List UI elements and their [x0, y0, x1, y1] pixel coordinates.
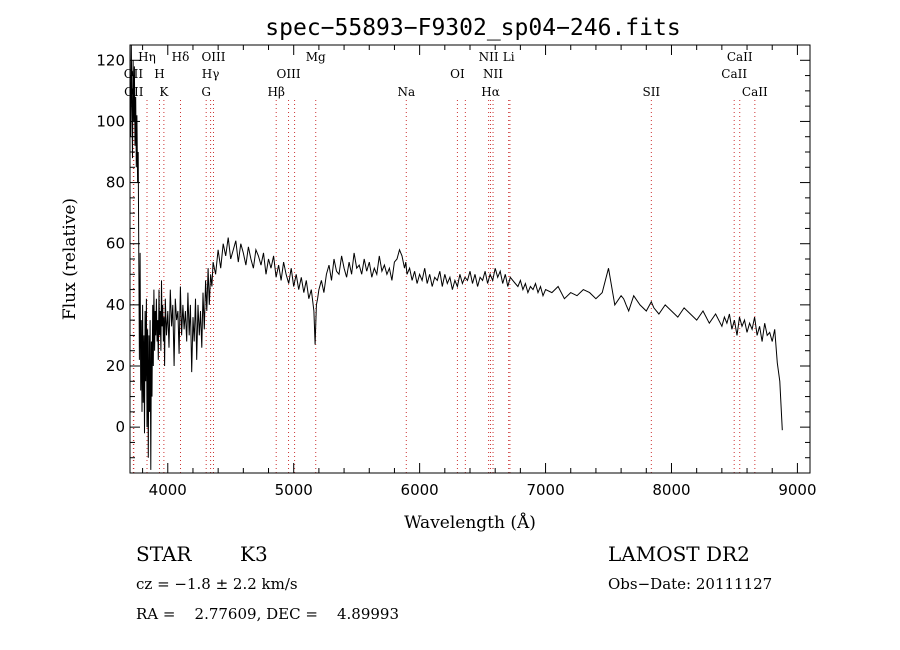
survey-name: LAMOST DR2 — [608, 542, 750, 566]
x-axis-ticks: 4000 5000 6000 7000 8000 9000 — [142, 45, 817, 499]
y-tick-label: 40 — [106, 296, 125, 314]
redshift-velocity: cz = −1.8 ± 2.2 km/s — [136, 575, 298, 593]
y-tick-label: 0 — [115, 418, 125, 436]
line-marker-label: Hγ — [202, 67, 220, 81]
line-marker-label: NII — [479, 50, 499, 64]
chart-title: spec−55893−F9302_sp04−246.fits — [265, 15, 680, 41]
x-tick-label: 9000 — [778, 481, 816, 499]
y-axis-label: Flux (relative) — [60, 198, 80, 320]
line-marker-label: Na — [397, 85, 415, 99]
y-tick-label: 20 — [106, 357, 125, 375]
line-marker-label: OIII — [277, 67, 301, 81]
line-marker-label: H — [154, 67, 164, 81]
line-marker-label: NII — [483, 67, 503, 81]
emission-line-markers — [132, 100, 756, 473]
y-tick-label: 100 — [96, 112, 125, 130]
line-marker-label: Li — [503, 50, 515, 64]
x-tick-label: 5000 — [275, 481, 313, 499]
object-type: STAR — [136, 542, 192, 566]
line-marker-label: Hα — [481, 85, 500, 99]
y-axis-ticks: 0 20 40 60 80 100 120 — [96, 51, 810, 459]
line-marker-label: SII — [642, 85, 660, 99]
observation-date: Obs−Date: 20111127 — [608, 575, 773, 593]
y-tick-label: 60 — [106, 235, 125, 253]
line-marker-label: OI — [450, 67, 465, 81]
y-tick-label: 120 — [96, 51, 125, 69]
line-marker-label: Hη — [138, 50, 156, 64]
line-marker-label: Hδ — [172, 50, 190, 64]
line-marker-label: Hβ — [267, 85, 284, 99]
plot-frame — [129, 44, 811, 474]
object-subclass: K3 — [240, 542, 268, 566]
x-tick-label: 8000 — [652, 481, 690, 499]
line-marker-label: CaII — [742, 85, 768, 99]
line-marker-label: K — [159, 85, 169, 99]
x-tick-label: 4000 — [149, 481, 187, 499]
x-axis-label: Wavelength (Å) — [404, 512, 536, 533]
spectrum-line — [129, 44, 783, 470]
line-marker-label: G — [201, 85, 211, 99]
x-tick-label: 7000 — [526, 481, 564, 499]
x-tick-label: 6000 — [401, 481, 439, 499]
y-tick-label: 80 — [106, 174, 125, 192]
line-marker-label: CaII — [721, 67, 747, 81]
sky-coordinates: RA = 2.77609, DEC = 4.89993 — [136, 605, 399, 623]
line-marker-label: OIII — [201, 50, 225, 64]
line-marker-label: Mg — [306, 50, 326, 64]
line-marker-label: CaII — [727, 50, 753, 64]
